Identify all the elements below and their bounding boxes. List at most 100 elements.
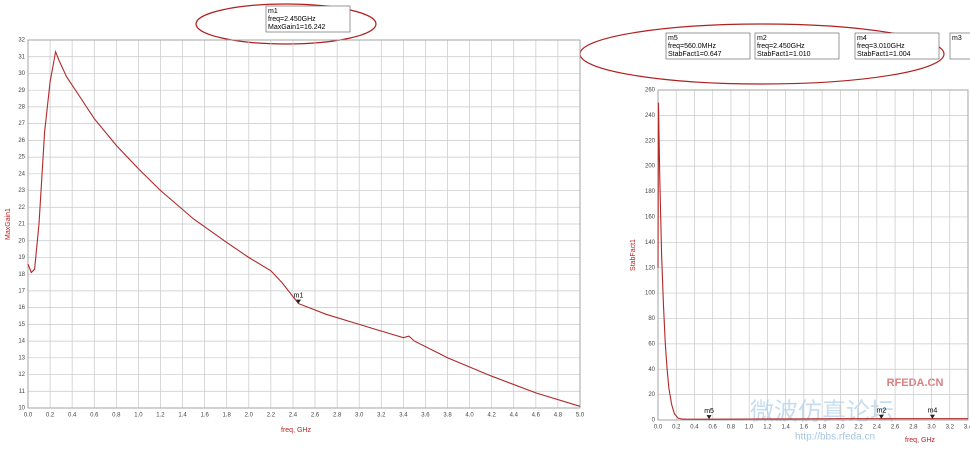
- x-tick-label: 0.2: [672, 425, 681, 431]
- y-tick-label: 19: [18, 255, 25, 261]
- x-tick-label: 1.8: [818, 425, 827, 431]
- x-tick-label: 1.2: [156, 413, 165, 419]
- y-tick-label: 12: [18, 372, 25, 378]
- x-tick-label: 3.0: [927, 425, 936, 431]
- highlight-ellipse: [195, 3, 377, 45]
- y-tick-label: 22: [18, 205, 25, 211]
- x-tick-label: 2.8: [333, 413, 342, 419]
- y-tick-label: 120: [645, 265, 656, 271]
- x-tick-label: 5.0: [576, 413, 585, 419]
- y-tick-label: 80: [648, 316, 655, 322]
- x-tick-label: 1.4: [178, 413, 187, 419]
- y-tick-label: 13: [18, 355, 25, 361]
- y-tick-label: 29: [18, 88, 25, 94]
- x-tick-label: 0.6: [90, 413, 99, 419]
- y-tick-label: 32: [18, 38, 25, 44]
- x-tick-label: 2.4: [289, 413, 298, 419]
- marker-triangle: [929, 414, 935, 419]
- y-tick-label: 17: [18, 288, 25, 294]
- x-tick-label: 0.6: [709, 425, 718, 431]
- y-tick-label: 16: [18, 305, 25, 311]
- watermark-url: http://bbs.rfeda.cn: [795, 432, 875, 443]
- x-tick-label: 0.4: [68, 413, 77, 419]
- plot-frame: [657, 89, 969, 421]
- y-axis-label: StabFact1: [630, 239, 637, 271]
- x-tick-label: 2.2: [854, 425, 863, 431]
- y-tick-label: 27: [18, 121, 25, 127]
- x-tick-label: 0.4: [690, 425, 699, 431]
- y-tick-label: 260: [645, 88, 656, 94]
- x-tick-label: 4.8: [554, 413, 563, 419]
- y-tick-label: 18: [18, 272, 25, 278]
- x-tick-label: 3.2: [377, 413, 386, 419]
- y-tick-label: 14: [18, 339, 25, 345]
- data-line: [657, 102, 968, 420]
- x-tick-label: 1.6: [200, 413, 209, 419]
- marker-name: m2: [757, 35, 767, 42]
- marker-box: [665, 32, 751, 60]
- x-tick-label: 0.8: [112, 413, 121, 419]
- x-tick-label: 2.8: [909, 425, 918, 431]
- marker-label: m1: [294, 292, 304, 299]
- marker-name: m1: [268, 8, 278, 15]
- y-axis-label: MaxGain1: [5, 208, 12, 240]
- plot-frame: [27, 39, 581, 409]
- plot: 0.0 0.2 0.4 0.6 0.8 1.0 1.2 1.4 1.6 1.8 2.0 2.2 2.4 2…: [5, 5, 585, 434]
- y-tick-label: 23: [18, 188, 25, 194]
- x-tick-label: 4.4: [510, 413, 519, 419]
- y-tick-label: 20: [18, 238, 25, 244]
- marker-readout: freq=2.450GHz: [268, 16, 316, 23]
- marker-label: m2: [877, 408, 887, 415]
- x-tick-label: 2.0: [836, 425, 845, 431]
- x-tick-label: 2.2: [267, 413, 276, 419]
- marker-name: m5: [668, 35, 678, 42]
- marker-name: m4: [857, 35, 867, 42]
- x-axis-label: freq, GHz: [905, 437, 935, 444]
- marker-readout: freq=560.0MHz: [668, 43, 717, 50]
- plot: 0.0 0.2 0.4 0.6 0.8 1.0 1.2 1.4 1.6 1.8 2.0 2.2 2.4 2…: [630, 32, 970, 444]
- watermark-site: RFEDA.CN: [887, 377, 944, 389]
- y-tick-label: 240: [645, 113, 656, 119]
- x-tick-label: 2.6: [891, 425, 900, 431]
- marker-triangle: [706, 415, 712, 420]
- y-tick-label: 220: [645, 138, 656, 144]
- x-tick-label: 3.8: [443, 413, 452, 419]
- marker-triangle: [878, 414, 884, 419]
- marker-readout: StabFact1=0.647: [668, 51, 722, 58]
- y-tick-label: 24: [18, 171, 25, 177]
- y-tick-label: 28: [18, 104, 25, 110]
- marker-box: [949, 32, 970, 60]
- marker-readout: MaxGain1=16.242: [268, 24, 326, 31]
- y-tick-label: 26: [18, 138, 25, 144]
- y-tick-label: 30: [18, 71, 25, 77]
- y-tick-label: 21: [18, 222, 25, 228]
- x-tick-label: 4.6: [532, 413, 541, 419]
- y-tick-label: 140: [645, 240, 656, 246]
- x-tick-label: 1.6: [800, 425, 809, 431]
- x-tick-label: 1.8: [223, 413, 232, 419]
- marker-label: m4: [928, 408, 938, 415]
- x-tick-label: 3.4: [964, 425, 970, 431]
- y-tick-label: 31: [18, 54, 25, 60]
- y-tick-label: 11: [19, 389, 26, 395]
- marker-box: [265, 5, 351, 33]
- marker-box: [754, 32, 840, 60]
- marker-name: m3: [952, 35, 962, 42]
- x-tick-label: 3.4: [399, 413, 408, 419]
- x-tick-label: 4.0: [465, 413, 474, 419]
- marker-readout: StabFact1=1.010: [757, 51, 811, 58]
- x-tick-label: 0.0: [654, 425, 663, 431]
- x-tick-label: 2.0: [245, 413, 254, 419]
- x-tick-label: 2.6: [311, 413, 320, 419]
- y-tick-label: 40: [648, 367, 655, 373]
- x-tick-label: 0.2: [46, 413, 55, 419]
- x-tick-label: 1.4: [781, 425, 790, 431]
- x-tick-label: 3.6: [421, 413, 430, 419]
- data-line: [27, 49, 581, 407]
- y-tick-label: 15: [18, 322, 25, 328]
- y-tick-label: 160: [645, 215, 656, 221]
- y-tick-label: 25: [18, 155, 25, 161]
- x-tick-label: 1.2: [763, 425, 772, 431]
- x-tick-label: 2.4: [873, 425, 882, 431]
